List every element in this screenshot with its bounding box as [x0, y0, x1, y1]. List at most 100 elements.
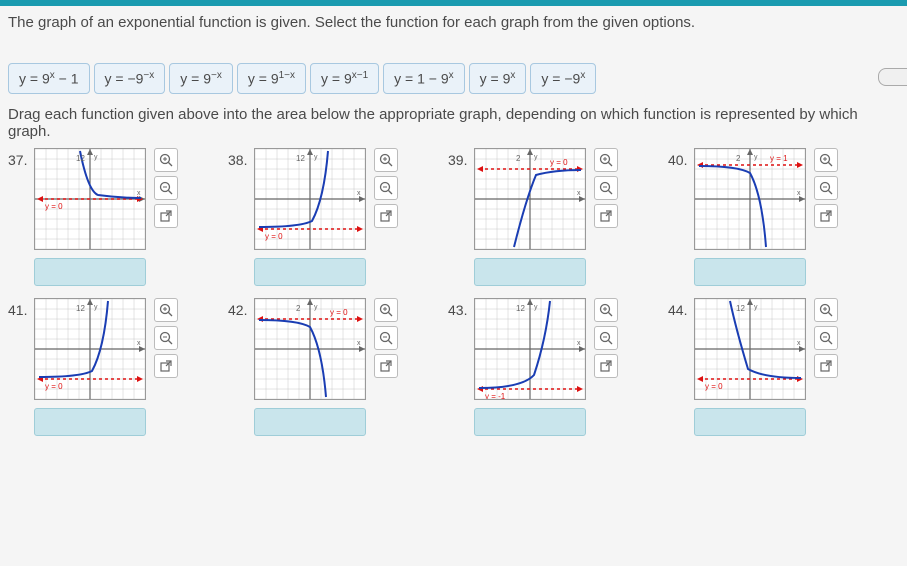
answer-dropzone[interactable] — [694, 408, 806, 436]
popout-icon[interactable] — [594, 204, 618, 228]
zoom-in-icon[interactable] — [374, 298, 398, 322]
popout-icon[interactable] — [374, 354, 398, 378]
problem-40: 40. y x 2 y = 1 — [668, 148, 888, 286]
problem-number: 38. — [228, 148, 254, 286]
svg-text:x: x — [797, 190, 801, 197]
svg-text:2: 2 — [516, 154, 521, 163]
problem-number: 39. — [448, 148, 474, 286]
draggable-option-3[interactable]: y = 9−x — [169, 63, 233, 94]
svg-text:y: y — [94, 304, 98, 311]
problem-42: 42. y x 2 y = 0 — [228, 298, 448, 436]
side-tab[interactable] — [878, 68, 907, 86]
draggable-option-7[interactable]: y = 9x — [469, 63, 527, 94]
zoom-out-icon[interactable] — [374, 176, 398, 200]
instruction-line-2: Drag each function given above into the … — [8, 106, 899, 140]
popout-icon[interactable] — [594, 354, 618, 378]
svg-text:x: x — [577, 340, 581, 347]
svg-text:y = 0: y = 0 — [265, 232, 283, 241]
svg-text:12: 12 — [76, 154, 85, 163]
problem-38: 38. y x 12 y = 0 — [228, 148, 448, 286]
draggable-option-5[interactable]: y = 9x−1 — [310, 63, 379, 94]
answer-dropzone[interactable] — [254, 258, 366, 286]
problem-number: 37. — [8, 148, 34, 286]
answer-dropzone[interactable] — [34, 408, 146, 436]
zoom-in-icon[interactable] — [154, 298, 178, 322]
graph-panel[interactable]: y x 12 y = 0 — [694, 298, 806, 400]
svg-text:y = 0: y = 0 — [330, 308, 348, 317]
svg-text:y = 0: y = 0 — [705, 382, 723, 391]
svg-text:y: y — [314, 154, 318, 161]
svg-text:y: y — [754, 154, 758, 161]
svg-text:y: y — [754, 304, 758, 311]
graph-panel[interactable]: y x 12 y = 0 — [34, 298, 146, 400]
svg-text:12: 12 — [296, 154, 305, 163]
zoom-in-icon[interactable] — [594, 148, 618, 172]
svg-text:x: x — [357, 340, 361, 347]
problem-44: 44. y x 12 y = 0 — [668, 298, 888, 436]
svg-text:y = 0: y = 0 — [45, 202, 63, 211]
zoom-in-icon[interactable] — [814, 148, 838, 172]
popout-icon[interactable] — [814, 204, 838, 228]
svg-text:y: y — [314, 304, 318, 311]
problem-37: 37. y x 12 y = 0 — [8, 148, 228, 286]
graph-panel[interactable]: y x 12 y = 0 — [254, 148, 366, 250]
zoom-in-icon[interactable] — [814, 298, 838, 322]
instruction-line-1: The graph of an exponential function is … — [8, 14, 899, 31]
zoom-out-icon[interactable] — [154, 326, 178, 350]
svg-text:y: y — [94, 154, 98, 161]
svg-text:12: 12 — [736, 304, 745, 313]
problem-43: 43. y x 12 y = -1 — [448, 298, 668, 436]
svg-text:12: 12 — [516, 304, 525, 313]
draggable-option-1[interactable]: y = 9x − 1 — [8, 63, 90, 94]
answer-dropzone[interactable] — [34, 258, 146, 286]
problem-41: 41. y x 12 y = 0 — [8, 298, 228, 436]
popout-icon[interactable] — [154, 354, 178, 378]
zoom-out-icon[interactable] — [594, 176, 618, 200]
draggable-option-4[interactable]: y = 91−x — [237, 63, 306, 94]
svg-text:x: x — [797, 340, 801, 347]
svg-text:x: x — [577, 190, 581, 197]
problems-grid: 37. y x 12 y = 0 38. — [8, 148, 899, 448]
draggable-option-2[interactable]: y = −9−x — [94, 63, 166, 94]
answer-dropzone[interactable] — [474, 408, 586, 436]
answer-dropzone[interactable] — [474, 258, 586, 286]
zoom-out-icon[interactable] — [814, 176, 838, 200]
popout-icon[interactable] — [374, 204, 398, 228]
zoom-out-icon[interactable] — [374, 326, 398, 350]
answer-dropzone[interactable] — [694, 258, 806, 286]
draggable-option-8[interactable]: y = −9x — [530, 63, 596, 94]
svg-text:x: x — [137, 340, 141, 347]
popout-icon[interactable] — [814, 354, 838, 378]
popout-icon[interactable] — [154, 204, 178, 228]
svg-text:x: x — [137, 190, 141, 197]
answer-dropzone[interactable] — [254, 408, 366, 436]
graph-panel[interactable]: y x 2 y = 1 — [694, 148, 806, 250]
problem-39: 39. y x 2y = 0 — [448, 148, 668, 286]
draggable-options-row: y = 9x − 1y = −9−xy = 9−xy = 91−xy = 9x−… — [8, 63, 899, 94]
svg-text:y = 0: y = 0 — [550, 158, 568, 167]
zoom-in-icon[interactable] — [154, 148, 178, 172]
svg-text:y = 1: y = 1 — [770, 154, 788, 163]
problem-number: 42. — [228, 298, 254, 436]
svg-text:2: 2 — [296, 304, 301, 313]
svg-text:12: 12 — [76, 304, 85, 313]
problem-number: 40. — [668, 148, 694, 286]
problem-number: 44. — [668, 298, 694, 436]
svg-text:x: x — [357, 190, 361, 197]
graph-panel[interactable]: y x 12 y = 0 — [34, 148, 146, 250]
problem-number: 43. — [448, 298, 474, 436]
zoom-in-icon[interactable] — [374, 148, 398, 172]
problem-number: 41. — [8, 298, 34, 436]
zoom-out-icon[interactable] — [154, 176, 178, 200]
draggable-option-6[interactable]: y = 1 − 9x — [383, 63, 464, 94]
zoom-out-icon[interactable] — [594, 326, 618, 350]
svg-text:2: 2 — [736, 154, 741, 163]
zoom-out-icon[interactable] — [814, 326, 838, 350]
graph-panel[interactable]: y x 2y = 0 — [474, 148, 586, 250]
svg-text:y = 0: y = 0 — [45, 382, 63, 391]
svg-text:y = -1: y = -1 — [485, 392, 506, 399]
zoom-in-icon[interactable] — [594, 298, 618, 322]
svg-text:y: y — [534, 304, 538, 311]
graph-panel[interactable]: y x 12 y = -1 — [474, 298, 586, 400]
graph-panel[interactable]: y x 2 y = 0 — [254, 298, 366, 400]
